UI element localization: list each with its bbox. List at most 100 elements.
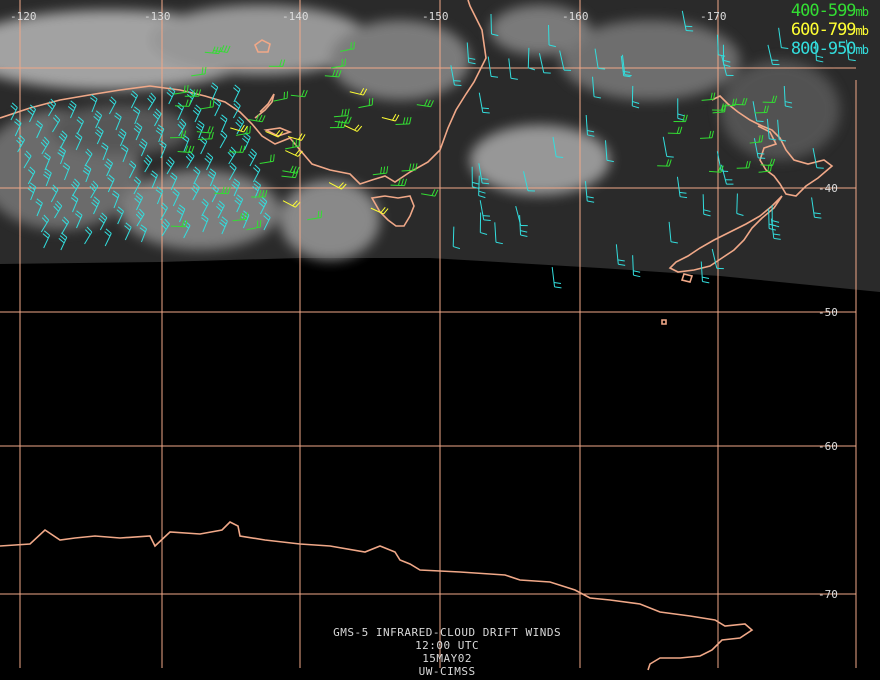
wind-barb — [174, 99, 192, 107]
wind-barb — [273, 91, 289, 102]
wind-barb — [91, 196, 100, 215]
wind-barb — [551, 266, 562, 289]
wind-barb — [721, 55, 734, 77]
wind-barb — [104, 228, 112, 247]
wind-barb — [232, 100, 241, 119]
longitude-label: -170 — [700, 10, 727, 23]
wind-barb — [139, 224, 148, 243]
wind-barb — [584, 181, 595, 203]
wind-barb — [90, 94, 98, 113]
wind-barb — [35, 198, 43, 217]
wind-barb — [265, 130, 284, 138]
latitude-label: -50 — [818, 306, 838, 319]
wind-barb — [82, 164, 92, 183]
wind-barb — [615, 244, 626, 266]
wind-barb — [155, 124, 165, 143]
wind-barb — [10, 102, 18, 121]
wind-barb — [331, 58, 347, 69]
wind-barb — [287, 133, 306, 141]
wind-barb — [701, 92, 716, 101]
wind-barb — [812, 148, 824, 169]
wind-barb — [133, 176, 142, 195]
wind-barb — [845, 39, 856, 62]
wind-barb — [108, 96, 117, 115]
wind-barb — [752, 101, 764, 123]
wind-barb — [702, 194, 711, 217]
wind-barb — [760, 158, 776, 167]
longitude-label: -130 — [144, 10, 171, 23]
coastline-nz-south — [668, 195, 783, 273]
wind-barb — [172, 188, 180, 207]
coastline-tasmania — [370, 195, 415, 227]
wind-barb — [204, 46, 222, 55]
wind-barb — [676, 176, 688, 199]
wind-barb — [494, 222, 503, 245]
wind-barb — [259, 154, 275, 164]
wind-barb — [328, 182, 347, 190]
wind-barb — [192, 104, 202, 123]
latitude-label: -70 — [818, 588, 838, 601]
wind-barb — [471, 166, 480, 190]
wind-barb — [490, 13, 499, 37]
wind-barb — [219, 216, 228, 235]
wind-barb — [662, 136, 674, 158]
wind-barb — [84, 226, 93, 245]
wind-barb — [234, 194, 244, 213]
wind-barb — [390, 178, 408, 187]
wind-barb — [479, 200, 491, 221]
wind-barb — [213, 98, 222, 117]
coastline — [0, 0, 834, 671]
wind-barb — [111, 190, 120, 209]
wind-barb — [16, 134, 25, 153]
wind-barb — [196, 126, 214, 134]
wind-barb — [177, 145, 195, 154]
wind-barb — [170, 130, 187, 139]
wind-barb — [421, 189, 439, 197]
image-caption: GMS-5 INFRARED-CLOUD DRIFT WINDS 12:00 U… — [0, 613, 880, 678]
wind-barb — [732, 97, 748, 106]
wind-barb — [248, 114, 266, 123]
wind-barb — [538, 53, 551, 74]
wind-barb — [478, 92, 490, 114]
caption-source: UW-CIMSS — [418, 665, 476, 678]
wind-barb — [282, 165, 300, 174]
wind-barb — [248, 148, 257, 167]
wind-barb — [43, 152, 51, 171]
wind-barb — [253, 164, 261, 183]
wind-barb — [258, 196, 268, 215]
wind-barb — [450, 65, 462, 87]
wind-barb — [220, 114, 228, 133]
wind-barb — [281, 170, 299, 179]
wind-barb — [235, 126, 251, 136]
wind-barb — [334, 116, 352, 124]
coastline-stewart-island — [680, 273, 694, 283]
wind-barb — [42, 230, 51, 249]
wind-barb — [479, 212, 488, 235]
longitude-label: -160 — [562, 10, 589, 23]
wind-barb — [681, 10, 694, 32]
wind-barb — [114, 112, 122, 131]
wind-barb — [478, 175, 486, 199]
wind-barb — [93, 110, 103, 129]
wind-barb — [372, 166, 389, 176]
wind-barb — [101, 142, 109, 161]
wind-barb — [478, 163, 490, 185]
coastline-australia — [0, 0, 487, 185]
wind-barb — [753, 138, 766, 159]
wind-barb — [230, 124, 248, 133]
wind-barb — [767, 44, 780, 66]
wind-barb — [58, 130, 68, 149]
longitude-labels: -120 -130 -140 -150 -160 -170 — [10, 10, 727, 23]
wind-barb — [27, 166, 36, 185]
wind-barb — [401, 163, 418, 172]
wind-barb — [74, 132, 83, 151]
wind-barb — [219, 130, 228, 149]
wind-barb — [133, 122, 143, 141]
wind-barb — [201, 198, 209, 217]
wind-barb — [700, 261, 710, 284]
wind-barb — [27, 104, 37, 123]
wind-barb — [107, 174, 115, 193]
wind-barb — [228, 162, 237, 181]
latitude-labels: -40 -50 -60 -70 — [818, 182, 838, 601]
wind-barb — [40, 214, 50, 233]
